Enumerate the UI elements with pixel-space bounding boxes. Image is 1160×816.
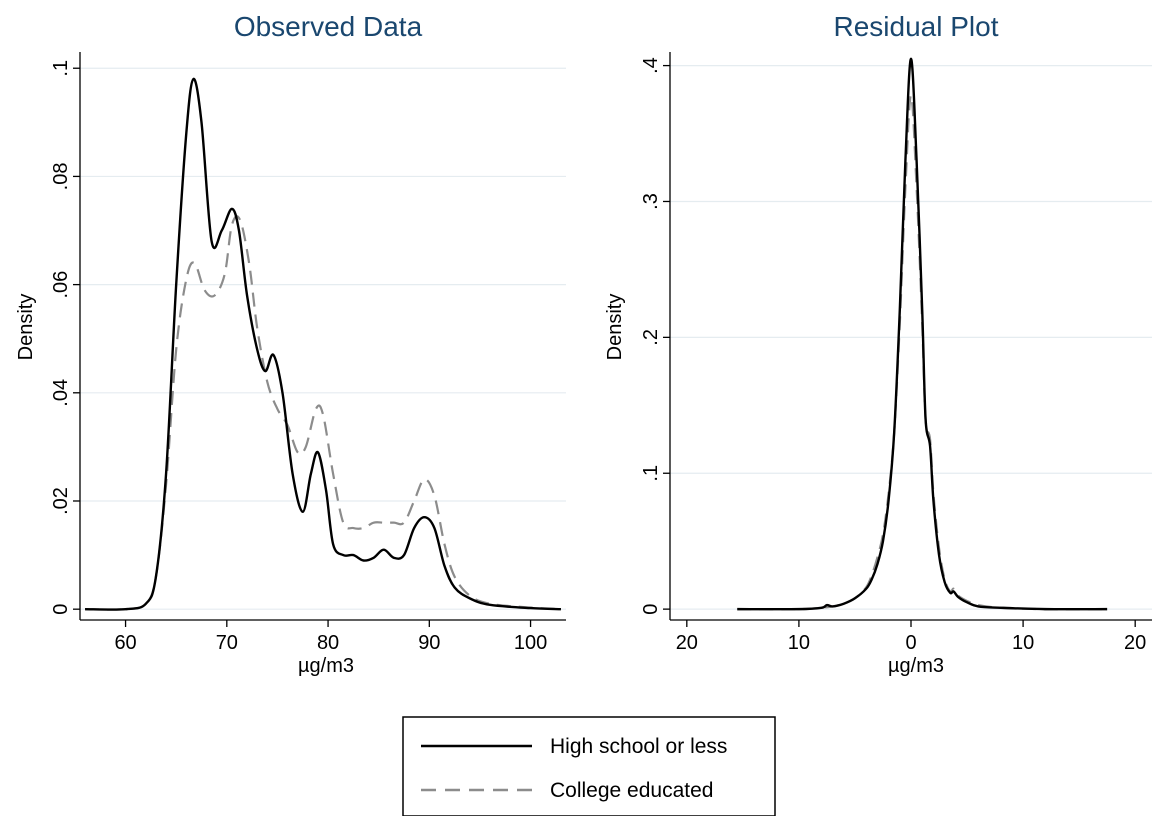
tick-marks: 0 .1 .2 .3 .4 20 10 0 10 20 [640, 57, 1146, 654]
legend-box [402, 716, 776, 816]
series-line-high-school-or-less [737, 57, 1108, 611]
x-tick-label: 20 [676, 632, 698, 654]
series-lines [85, 77, 561, 611]
y-axis-label: Density [15, 294, 37, 361]
series-line-college-educated [85, 215, 561, 611]
y-axis-label: Density [604, 294, 626, 361]
axes [669, 52, 1152, 621]
x-tick-label: 80 [317, 632, 339, 654]
y-tick-label: .4 [640, 57, 662, 74]
axes [79, 52, 566, 621]
x-tick-label: 90 [418, 632, 440, 654]
y-tick-label: .08 [50, 163, 72, 191]
y-tick-label: .1 [50, 60, 72, 77]
series-line-college-educated [737, 94, 1108, 611]
y-tick-label: 0 [640, 604, 662, 615]
tick-marks: 0 .02 .04 .06 .08 .1 60 70 80 90 100 [50, 60, 547, 654]
x-tick-label: 100 [514, 632, 547, 654]
grid-lines [80, 67, 566, 610]
y-tick-label: .06 [50, 271, 72, 299]
x-tick-label: 60 [114, 632, 136, 654]
residual-plot-panel: Residual Plot 0 .1 .2 .3 .4 20 10 0 10 20 µg/m3 D… [604, 11, 1152, 677]
series-lines [737, 57, 1108, 611]
x-tick-label: 0 [905, 632, 916, 654]
legend-label-high-school: High school or less [550, 735, 727, 758]
x-tick-label: 10 [788, 632, 810, 654]
y-tick-label: .04 [50, 379, 72, 407]
series-line-high-school-or-less [85, 77, 561, 611]
chart-title: Residual Plot [834, 11, 999, 42]
y-tick-label: .2 [640, 329, 662, 346]
chart-title: Observed Data [234, 11, 423, 42]
y-tick-label: .02 [50, 487, 72, 515]
observed-data-panel: Observed Data 0 .02 .04 .06 .08 .1 60 70 80 90 100… [15, 11, 566, 677]
y-tick-label: 0 [50, 604, 72, 615]
x-tick-label: 70 [216, 632, 238, 654]
x-axis-label: µg/m3 [888, 655, 944, 677]
legend-label-college: College educated [550, 779, 713, 802]
x-tick-label: 10 [1012, 632, 1034, 654]
legend: High school or less College educated [402, 716, 776, 816]
x-axis-label: µg/m3 [298, 655, 354, 677]
x-tick-label: 20 [1124, 632, 1146, 654]
y-tick-label: .1 [640, 465, 662, 482]
y-tick-label: .3 [640, 193, 662, 210]
grid-lines [670, 64, 1152, 610]
